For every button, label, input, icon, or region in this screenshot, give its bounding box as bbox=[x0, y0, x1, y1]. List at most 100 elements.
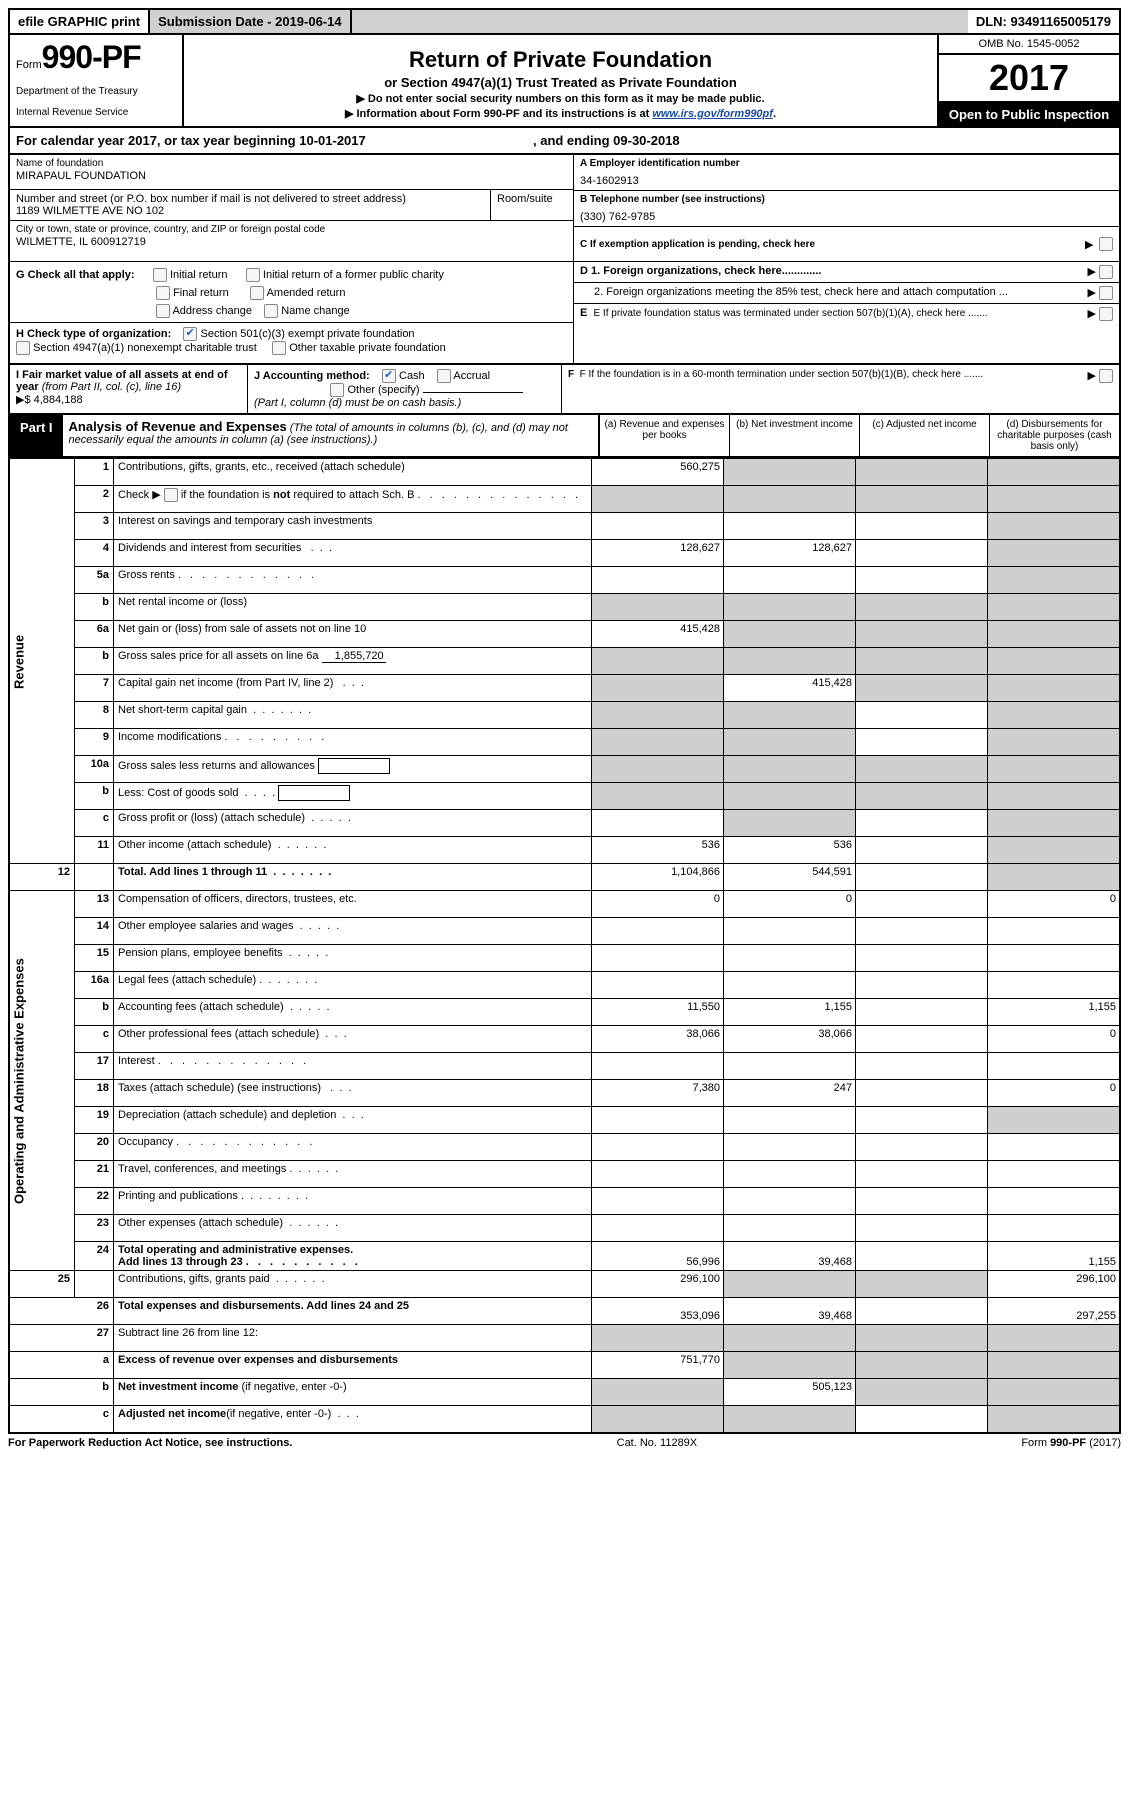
dept-treasury: Department of the Treasury bbox=[16, 86, 176, 97]
row-23: 23 Other expenses (attach schedule) . . … bbox=[9, 1215, 1120, 1242]
other-method-checkbox[interactable] bbox=[330, 383, 344, 397]
omb-number: OMB No. 1545-0052 bbox=[939, 35, 1119, 55]
exemption-checkbox[interactable] bbox=[1099, 237, 1113, 251]
form-word: Form bbox=[16, 59, 42, 71]
row-6a: 6a Net gain or (loss) from sale of asset… bbox=[9, 621, 1120, 648]
part1-table: Revenue 1 Contributions, gifts, grants, … bbox=[8, 458, 1121, 1434]
schb-checkbox[interactable] bbox=[164, 488, 178, 502]
row-25: 25 Contributions, gifts, grants paid . .… bbox=[9, 1271, 1120, 1298]
d1-checkbox[interactable] bbox=[1099, 265, 1113, 279]
row-27c: c Adjusted net income(if negative, enter… bbox=[9, 1406, 1120, 1434]
h-label: H Check type of organization: bbox=[16, 328, 171, 340]
row-6b: b Gross sales price for all assets on li… bbox=[9, 648, 1120, 675]
row-16a: 16a Legal fees (attach schedule) . . . .… bbox=[9, 972, 1120, 999]
ein: 34-1602913 bbox=[580, 169, 1113, 187]
row-16c: c Other professional fees (attach schedu… bbox=[9, 1026, 1120, 1053]
row-3: 3 Interest on savings and temporary cash… bbox=[9, 513, 1120, 540]
row-16b: b Accounting fees (attach schedule) . . … bbox=[9, 999, 1120, 1026]
row-19: 19 Depreciation (attach schedule) and de… bbox=[9, 1107, 1120, 1134]
col-a-header: (a) Revenue and expenses per books bbox=[600, 415, 730, 456]
row-17: 17 Interest . . . . . . . . . . . . . bbox=[9, 1053, 1120, 1080]
row-4: 4 Dividends and interest from securities… bbox=[9, 540, 1120, 567]
row-20: 20 Occupancy . . . . . . . . . . . . bbox=[9, 1134, 1120, 1161]
d2-checkbox[interactable] bbox=[1099, 286, 1113, 300]
row-27b: b Net investment income (if negative, en… bbox=[9, 1379, 1120, 1406]
name-change-checkbox[interactable] bbox=[264, 304, 278, 318]
row-22: 22 Printing and publications . . . . . .… bbox=[9, 1188, 1120, 1215]
form-note1: ▶ Do not enter social security numbers o… bbox=[190, 92, 931, 105]
exemption-pending-row: C If exemption application is pending, c… bbox=[574, 227, 1119, 261]
part1-header: Part I Analysis of Revenue and Expenses … bbox=[8, 415, 1121, 458]
row-26: 26 Total expenses and disbursements. Add… bbox=[9, 1298, 1120, 1325]
accrual-checkbox[interactable] bbox=[437, 369, 451, 383]
e-checkbox[interactable] bbox=[1099, 307, 1113, 321]
col-d-header: (d) Disbursements for charitable purpose… bbox=[990, 415, 1119, 456]
street-address: 1189 WILMETTE AVE NO 102 bbox=[16, 205, 484, 217]
row-21: 21 Travel, conferences, and meetings . .… bbox=[9, 1161, 1120, 1188]
row-9: 9 Income modifications . . . . . . . . . bbox=[9, 729, 1120, 756]
row-8: 8 Net short-term capital gain . . . . . … bbox=[9, 702, 1120, 729]
part1-label: Part I bbox=[10, 415, 63, 456]
open-to-public: Open to Public Inspection bbox=[939, 103, 1119, 126]
4947a1-checkbox[interactable] bbox=[16, 341, 30, 355]
row-10b: b Less: Cost of goods sold . . . . bbox=[9, 783, 1120, 810]
dept-irs: Internal Revenue Service bbox=[16, 107, 176, 118]
row-27: 27 Subtract line 26 from line 12: bbox=[9, 1325, 1120, 1352]
501c3-checkbox[interactable] bbox=[183, 327, 197, 341]
instructions-link[interactable]: www.irs.gov/form990pf bbox=[652, 108, 773, 120]
g-label: G Check all that apply: bbox=[16, 269, 135, 281]
initial-return-checkbox[interactable] bbox=[153, 268, 167, 282]
year-begin: 10-01-2017 bbox=[299, 133, 366, 148]
row-7: 7 Capital gain net income (from Part IV,… bbox=[9, 675, 1120, 702]
header-bar: efile GRAPHIC print Submission Date - 20… bbox=[8, 8, 1121, 35]
row-13: Operating and Administrative Expenses 13… bbox=[9, 891, 1120, 918]
col-c-header: (c) Adjusted net income bbox=[860, 415, 990, 456]
catalog-no: Cat. No. 11289X bbox=[617, 1437, 698, 1449]
j-accounting-method: J Accounting method: Cash Accrual Other … bbox=[248, 365, 562, 413]
f-60-month: F F If the foundation is in a 60-month t… bbox=[562, 365, 1119, 413]
row-1: Revenue 1 Contributions, gifts, grants, … bbox=[9, 459, 1120, 486]
fmv-value: ▶$ 4,884,188 bbox=[16, 394, 83, 406]
room-suite: Room/suite bbox=[491, 190, 573, 220]
form-number: 990-PF bbox=[42, 39, 141, 75]
row-15: 15 Pension plans, employee benefits . . … bbox=[9, 945, 1120, 972]
i-fair-market-value: I Fair market value of all assets at end… bbox=[10, 365, 248, 413]
row-5a: 5a Gross rents . . . . . . . . . . . . bbox=[9, 567, 1120, 594]
city-row: City or town, state or province, country… bbox=[10, 221, 573, 255]
submission-date: Submission Date - 2019-06-14 bbox=[150, 10, 352, 33]
form-subtitle: or Section 4947(a)(1) Trust Treated as P… bbox=[190, 75, 931, 90]
footer: For Paperwork Reduction Act Notice, see … bbox=[8, 1434, 1121, 1449]
form-header: Form990-PF Department of the Treasury In… bbox=[8, 35, 1121, 128]
tax-year: 2017 bbox=[939, 55, 1119, 103]
cash-checkbox[interactable] bbox=[382, 369, 396, 383]
expenses-sidebar: Operating and Administrative Expenses bbox=[9, 891, 75, 1271]
amended-return-checkbox[interactable] bbox=[250, 286, 264, 300]
ein-row: A Employer identification number 34-1602… bbox=[574, 155, 1119, 191]
form-title: Return of Private Foundation bbox=[190, 47, 931, 73]
identity-block: Name of foundation MIRAPAUL FOUNDATION N… bbox=[8, 155, 1121, 261]
telephone-row: B Telephone number (see instructions) (3… bbox=[574, 191, 1119, 227]
row-10c: c Gross profit or (loss) (attach schedul… bbox=[9, 810, 1120, 837]
row-27a: a Excess of revenue over expenses and di… bbox=[9, 1352, 1120, 1379]
foundation-name: MIRAPAUL FOUNDATION bbox=[16, 169, 567, 182]
dln: DLN: 93491165005179 bbox=[968, 10, 1119, 33]
city-state-zip: WILMETTE, IL 600912719 bbox=[16, 235, 567, 248]
address-change-checkbox[interactable] bbox=[156, 304, 170, 318]
efile-label: efile GRAPHIC print bbox=[10, 10, 150, 33]
foundation-name-row: Name of foundation MIRAPAUL FOUNDATION bbox=[10, 155, 573, 190]
form-note2a: ▶ Information about Form 990-PF and its … bbox=[345, 108, 652, 120]
year-end: 09-30-2018 bbox=[613, 133, 680, 148]
row-14: 14 Other employee salaries and wages . .… bbox=[9, 918, 1120, 945]
col-b-header: (b) Net investment income bbox=[730, 415, 860, 456]
other-taxable-checkbox[interactable] bbox=[272, 341, 286, 355]
row-18: 18 Taxes (attach schedule) (see instruct… bbox=[9, 1080, 1120, 1107]
f-checkbox[interactable] bbox=[1099, 369, 1113, 383]
row-11: 11 Other income (attach schedule) . . . … bbox=[9, 837, 1120, 864]
address-row: Number and street (or P.O. box number if… bbox=[10, 190, 491, 220]
section-ijf: I Fair market value of all assets at end… bbox=[8, 365, 1121, 415]
telephone: (330) 762-9785 bbox=[580, 205, 1113, 223]
initial-return-former-checkbox[interactable] bbox=[246, 268, 260, 282]
final-return-checkbox[interactable] bbox=[156, 286, 170, 300]
paperwork-notice: For Paperwork Reduction Act Notice, see … bbox=[8, 1437, 292, 1449]
row-10a: 10a Gross sales less returns and allowan… bbox=[9, 756, 1120, 783]
